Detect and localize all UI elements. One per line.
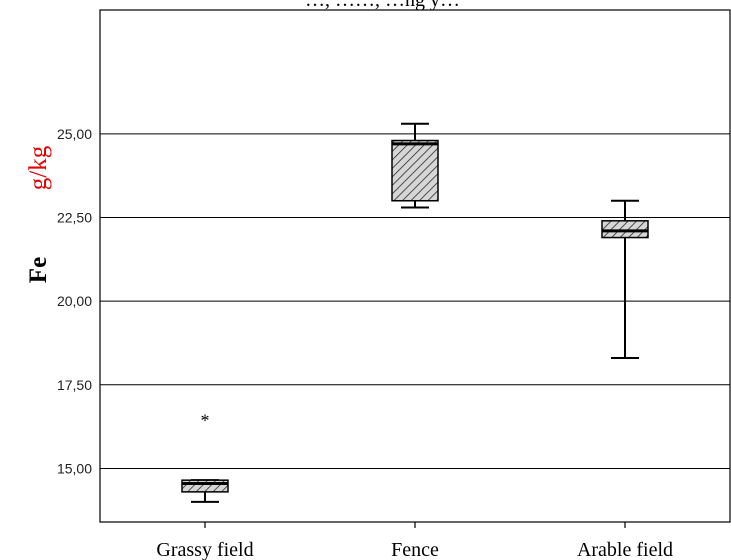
iqr-box xyxy=(391,139,439,202)
y-axis-label-element: Fe xyxy=(25,257,52,283)
y-tick-label: 20,00 xyxy=(57,293,92,309)
x-category-label: Fence xyxy=(391,539,439,560)
box-fence xyxy=(391,122,439,209)
iqr-box xyxy=(601,220,649,239)
boxes: * xyxy=(181,122,649,503)
box-grassy-field: * xyxy=(181,410,229,503)
x-category-label: Grassy field xyxy=(156,539,253,560)
x-category-labels: Grassy field Fence Arable field xyxy=(156,522,673,560)
x-category-label: Arable field xyxy=(577,539,673,560)
y-tick-label: 25,00 xyxy=(57,126,92,142)
outlier-marker: * xyxy=(201,410,210,430)
iqr-box xyxy=(181,479,229,493)
y-tick-labels: 15,00 17,50 20,00 22,50 25,00 xyxy=(57,126,92,477)
y-axis-label-unit: g/kg xyxy=(25,145,52,190)
box-arable-field xyxy=(601,199,649,360)
y-tick-label: 22,50 xyxy=(57,209,92,225)
header-fragment: …, ……, …ng y… xyxy=(305,0,460,11)
y-tick-label: 15,00 xyxy=(57,460,92,476)
y-tick-label: 17,50 xyxy=(57,377,92,393)
plot-frame xyxy=(99,9,731,523)
